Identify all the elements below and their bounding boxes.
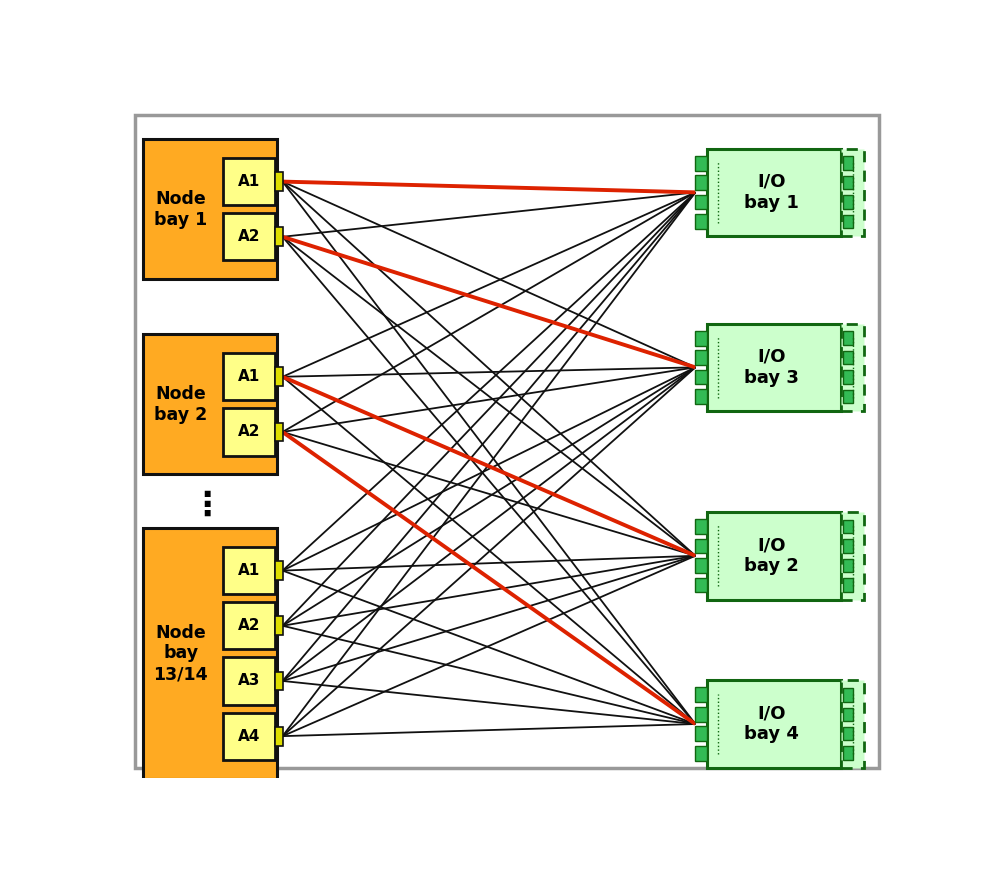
Bar	[224, 602, 275, 649]
Bar	[695, 707, 707, 722]
Bar	[224, 353, 275, 400]
Text: A2: A2	[238, 229, 260, 245]
Bar	[695, 538, 707, 553]
Bar	[275, 616, 282, 635]
Bar	[695, 156, 707, 170]
Bar	[843, 727, 852, 740]
Bar	[842, 512, 864, 600]
Bar	[695, 389, 707, 404]
Text: Node
bay 1: Node bay 1	[154, 190, 208, 229]
Bar	[843, 215, 852, 228]
Bar	[695, 746, 707, 760]
Text: I/O
bay 4: I/O bay 4	[743, 704, 799, 744]
Bar	[843, 196, 852, 209]
Bar	[143, 528, 277, 779]
Text: A1: A1	[238, 174, 260, 189]
Text: I/O
bay 2: I/O bay 2	[743, 537, 799, 575]
Bar	[842, 680, 864, 767]
Bar	[224, 712, 275, 760]
Text: Node
bay 2: Node bay 2	[154, 385, 208, 424]
Bar	[843, 390, 852, 403]
Bar	[224, 158, 275, 205]
Text: Node
bay
13/14: Node bay 13/14	[153, 623, 208, 683]
Bar	[224, 657, 275, 704]
Text: I/O
bay 3: I/O bay 3	[743, 348, 799, 386]
Bar	[275, 561, 282, 580]
Bar	[843, 539, 852, 552]
Bar	[275, 367, 282, 386]
Bar	[695, 558, 707, 572]
Bar	[275, 671, 282, 690]
Bar	[695, 195, 707, 210]
Bar	[843, 746, 852, 760]
Text: A3: A3	[238, 674, 260, 689]
Bar	[707, 149, 842, 236]
Bar	[275, 726, 282, 746]
Bar	[224, 213, 275, 260]
Bar	[695, 519, 707, 534]
Text: A4: A4	[238, 729, 260, 744]
Bar	[143, 139, 277, 279]
Bar	[843, 708, 852, 721]
Bar	[843, 579, 852, 592]
Bar	[843, 520, 852, 533]
Bar	[275, 227, 282, 246]
Bar	[695, 578, 707, 593]
Bar	[695, 370, 707, 385]
Bar	[842, 149, 864, 236]
Bar	[843, 371, 852, 384]
Bar	[695, 176, 707, 190]
Bar	[843, 558, 852, 572]
Bar	[707, 680, 842, 767]
Bar	[143, 335, 277, 475]
Text: A2: A2	[238, 618, 260, 634]
Bar	[695, 214, 707, 229]
Bar	[695, 726, 707, 741]
Bar	[275, 422, 282, 441]
Text: A2: A2	[238, 425, 260, 440]
Bar	[224, 408, 275, 455]
Text: ⋮: ⋮	[190, 489, 224, 522]
Bar	[707, 512, 842, 600]
Bar	[843, 688, 852, 702]
Bar	[843, 176, 852, 190]
Bar	[695, 688, 707, 703]
Bar	[275, 172, 282, 191]
Bar	[843, 350, 852, 364]
Text: A1: A1	[238, 563, 260, 578]
Text: I/O
bay 1: I/O bay 1	[743, 173, 799, 212]
Bar	[695, 350, 707, 365]
Bar	[224, 547, 275, 594]
Text: A1: A1	[238, 369, 260, 385]
Bar	[843, 331, 852, 345]
Bar	[842, 323, 864, 411]
Bar	[843, 156, 852, 170]
Bar	[707, 323, 842, 411]
Bar	[695, 330, 707, 345]
